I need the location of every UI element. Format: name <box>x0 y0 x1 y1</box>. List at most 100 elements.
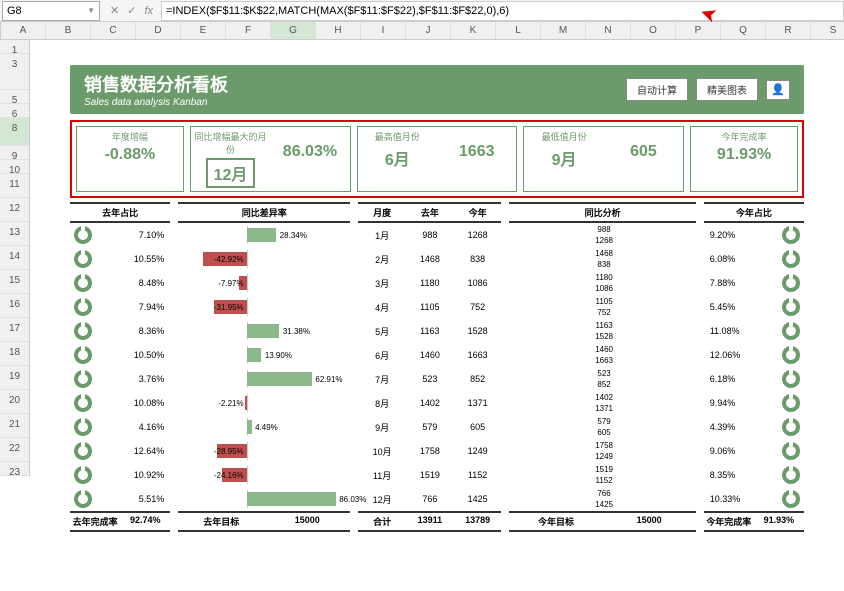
ana-label: 988 <box>597 225 610 234</box>
donut-icon <box>74 250 92 268</box>
chart-button[interactable]: 精美图表 <box>696 78 758 101</box>
yoy-bar: -31.95% <box>178 298 350 316</box>
auto-calc-button[interactable]: 自动计算 <box>626 78 688 101</box>
month: 6月 <box>358 349 406 362</box>
column-header[interactable]: O <box>631 22 676 39</box>
column-header[interactable]: A <box>1 22 46 39</box>
donut-icon <box>782 346 800 364</box>
row-header[interactable]: 13 <box>0 222 29 246</box>
kpi-min: 最低值月份 9月 605 <box>523 126 684 192</box>
footer-label: 合计 <box>358 513 406 530</box>
row-header[interactable]: 9 <box>0 146 29 160</box>
ly-pct: 10.92% <box>96 470 170 480</box>
confirm-icon[interactable]: ✓ <box>127 4 136 17</box>
ty-pct: 5.45% <box>704 302 778 312</box>
ty-pct: 9.20% <box>704 230 778 240</box>
ana-label: 1758 <box>595 441 613 450</box>
month: 9月 <box>358 421 406 434</box>
column-header[interactable]: H <box>316 22 361 39</box>
dropdown-icon[interactable]: ▼ <box>87 6 95 15</box>
kpi-completion: 今年完成率 91.93% <box>690 126 798 192</box>
row-header[interactable]: 16 <box>0 294 29 318</box>
header: 同比差异率 <box>178 204 350 221</box>
row-header[interactable]: 6 <box>0 104 29 118</box>
row-header[interactable]: 21 <box>0 414 29 438</box>
ly-pct: 7.10% <box>96 230 170 240</box>
cancel-icon[interactable]: ✕ <box>110 4 119 17</box>
section-this-year-pct: 今年占比 9.20%6.08%7.88%5.45%11.08%12.06%6.1… <box>704 202 804 532</box>
donut-icon <box>74 226 92 244</box>
row-header[interactable]: 10 <box>0 160 29 174</box>
column-header[interactable]: L <box>496 22 541 39</box>
ty-val: 605 <box>454 422 502 432</box>
row-header[interactable]: 1 <box>0 40 29 54</box>
column-header[interactable]: J <box>406 22 451 39</box>
row-header[interactable]: 14 <box>0 246 29 270</box>
ty-val: 1249 <box>454 446 502 456</box>
user-icon[interactable]: 👤 <box>766 80 790 100</box>
kpi-spacer <box>437 129 516 141</box>
donut-icon <box>74 490 92 508</box>
column-header[interactable]: F <box>226 22 271 39</box>
row-header[interactable]: 12 <box>0 198 29 222</box>
row-header[interactable]: 22 <box>0 438 29 462</box>
row-header[interactable]: 5 <box>0 90 29 104</box>
column-header[interactable]: N <box>586 22 631 39</box>
ty-pct: 6.18% <box>704 374 778 384</box>
ly-pct: 4.16% <box>96 422 170 432</box>
column-header[interactable]: C <box>91 22 136 39</box>
section-monthly: 月度 去年 今年 1月98812682月14688383月118010864月1… <box>358 202 501 532</box>
month: 4月 <box>358 301 406 314</box>
row-header[interactable]: 8 <box>0 118 29 146</box>
fx-icon[interactable]: fx <box>144 5 153 17</box>
ana-label: 1519 <box>595 465 613 474</box>
column-header[interactable]: B <box>46 22 91 39</box>
yoy-bar: -7.97% <box>178 274 350 292</box>
row-header[interactable]: 3 <box>0 54 29 90</box>
column-header[interactable]: I <box>361 22 406 39</box>
yoy-bar: -42.92% <box>178 250 350 268</box>
kpi-label: 同比增幅最大的月份 <box>191 129 270 157</box>
column-header[interactable]: M <box>541 22 586 39</box>
donut-icon <box>782 370 800 388</box>
column-header[interactable]: Q <box>721 22 766 39</box>
ty-pct: 8.35% <box>704 470 778 480</box>
column-header[interactable]: R <box>766 22 811 39</box>
row-header[interactable]: 19 <box>0 366 29 390</box>
column-header[interactable]: G <box>271 22 316 39</box>
yoy-bar: -28.95% <box>178 442 350 460</box>
donut-icon <box>74 442 92 460</box>
row-header[interactable]: 11 <box>0 174 29 198</box>
donut-icon <box>74 322 92 340</box>
ana-label: 1663 <box>595 356 613 365</box>
ana-label: 1105 <box>595 297 612 306</box>
row-header[interactable]: 23 <box>0 462 29 476</box>
ty-pct: 11.08% <box>704 326 778 336</box>
header: 今年占比 <box>704 204 804 221</box>
column-header[interactable]: K <box>451 22 496 39</box>
formula-input[interactable]: =INDEX($F$11:$K$22,MATCH(MAX($F$11:$F$22… <box>161 1 844 21</box>
title-text: 销售数据分析看板 Sales data analysis Kanban <box>84 71 228 108</box>
ana-label: 838 <box>597 260 610 269</box>
kpi-annual: 年度增幅 -0.88% <box>76 126 184 192</box>
row-header[interactable]: 20 <box>0 390 29 414</box>
row-header[interactable]: 17 <box>0 318 29 342</box>
row-header[interactable]: 15 <box>0 270 29 294</box>
name-box[interactable]: G8 ▼ <box>2 1 100 21</box>
yoy-label: -2.21% <box>218 399 243 408</box>
column-header[interactable]: D <box>136 22 181 39</box>
kpi-spacer <box>604 129 683 141</box>
kpi-row: 年度增幅 -0.88% 同比增幅最大的月份 12月 86.03% 最高值月份 6… <box>70 120 804 198</box>
ly-pct: 10.50% <box>96 350 170 360</box>
row-header[interactable]: 18 <box>0 342 29 366</box>
yoy-bar: 31.38% <box>178 322 350 340</box>
column-header[interactable]: S <box>811 22 844 39</box>
donut-icon <box>782 250 800 268</box>
ly-val: 579 <box>406 422 454 432</box>
title-bar: 销售数据分析看板 Sales data analysis Kanban 自动计算… <box>70 65 804 114</box>
kpi-label: 今年完成率 <box>691 129 797 144</box>
column-header[interactable]: E <box>181 22 226 39</box>
yoy-bar: -2.21% <box>178 394 350 412</box>
ly-val: 1460 <box>406 350 454 360</box>
ty-val: 1152 <box>454 470 502 480</box>
